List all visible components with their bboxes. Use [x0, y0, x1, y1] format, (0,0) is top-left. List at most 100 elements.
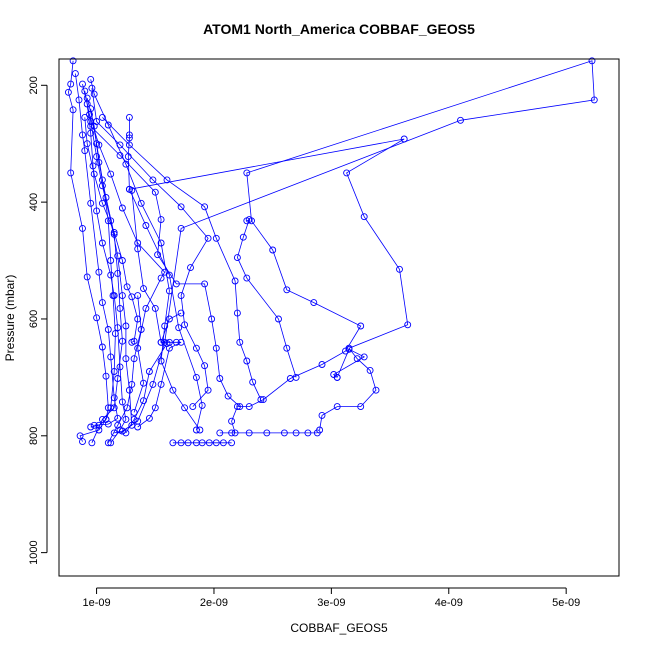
- data-point: [151, 188, 159, 196]
- data-point: [110, 429, 118, 437]
- x-axis-label: COBBAF_GEOS5: [290, 621, 388, 635]
- data-point: [83, 94, 91, 102]
- data-point: [114, 421, 122, 429]
- x-axis: 1e-09 2e-09 3e-09 4e-09 5e-09: [82, 587, 580, 609]
- data-point: [154, 251, 162, 259]
- data-point: [372, 386, 380, 394]
- data-point: [102, 372, 110, 380]
- data-point: [187, 264, 194, 272]
- data-point: [83, 140, 91, 148]
- data-point: [224, 392, 232, 400]
- data-point: [98, 343, 106, 351]
- data-point: [245, 429, 253, 437]
- data-point: [231, 277, 239, 285]
- series-profile: [233, 216, 300, 381]
- series-line: [67, 60, 109, 442]
- data-point: [360, 353, 368, 361]
- data-point: [236, 338, 244, 346]
- data-point: [87, 118, 95, 125]
- y-tick-label: 400: [28, 193, 40, 211]
- data-point: [343, 169, 351, 177]
- data-point: [181, 321, 189, 329]
- data-point: [304, 429, 312, 437]
- data-point: [122, 355, 130, 363]
- data-point: [87, 129, 95, 137]
- data-point: [107, 439, 115, 447]
- data-point: [404, 321, 412, 329]
- data-point: [283, 344, 291, 352]
- data-point: [360, 213, 368, 221]
- data-point: [104, 121, 112, 129]
- data-point: [165, 315, 173, 323]
- data-point: [93, 140, 101, 148]
- data-point: [124, 153, 132, 161]
- data-point: [396, 265, 403, 273]
- series-line: [84, 117, 139, 343]
- data-point: [249, 378, 257, 386]
- data-point: [145, 414, 153, 422]
- data-point: [118, 427, 126, 435]
- data-point: [196, 426, 204, 434]
- data-point: [257, 396, 265, 404]
- data-point: [163, 340, 171, 347]
- data-point: [233, 309, 241, 317]
- data-point: [216, 429, 224, 437]
- y-tick-label: 800: [28, 427, 40, 445]
- data-point: [263, 429, 271, 437]
- data-point: [107, 170, 115, 178]
- data-point: [93, 153, 101, 161]
- series-line: [107, 295, 142, 443]
- data-point: [157, 239, 165, 247]
- data-point: [134, 315, 142, 323]
- plot-frame: [58, 58, 620, 577]
- data-point: [357, 403, 365, 411]
- series-line: [122, 60, 595, 434]
- data-point: [116, 141, 124, 149]
- data-point: [198, 439, 206, 447]
- series-profile: [330, 345, 368, 381]
- data-point: [81, 87, 89, 95]
- data-point: [212, 234, 220, 242]
- series-line: [102, 117, 262, 400]
- data-point: [231, 429, 239, 437]
- data-point: [177, 203, 185, 211]
- data-point: [123, 404, 131, 412]
- data-point: [114, 375, 122, 382]
- data-point: [137, 326, 145, 333]
- data-point: [233, 254, 241, 262]
- data-point: [318, 361, 326, 368]
- data-point: [130, 355, 138, 363]
- data-point: [87, 199, 95, 207]
- data-point: [79, 224, 86, 232]
- data-point: [69, 57, 77, 65]
- x-tick-label: 1e-09: [82, 597, 110, 609]
- data-point: [177, 292, 185, 300]
- y-axis-label: Pressure (mbar): [3, 275, 17, 362]
- data-point: [71, 70, 79, 78]
- data-point: [93, 207, 101, 215]
- data-point: [175, 324, 183, 332]
- data-point: [245, 403, 253, 411]
- data-point: [149, 176, 157, 184]
- data-point: [79, 131, 86, 139]
- data-point: [333, 373, 341, 381]
- y-tick-label: 600: [28, 310, 40, 328]
- y-axis: 200 400 600 800 1000: [28, 76, 48, 565]
- series-line: [137, 312, 182, 428]
- data-point: [216, 375, 224, 382]
- data-point: [189, 403, 197, 411]
- data-point: [149, 380, 157, 388]
- series-line: [75, 73, 119, 426]
- series-profile: [83, 94, 126, 447]
- data-point: [259, 396, 267, 404]
- data-point: [116, 363, 124, 371]
- x-tick-label: 4e-09: [435, 597, 463, 609]
- data-point: [95, 268, 103, 276]
- x-tick-label: 5e-09: [552, 597, 580, 609]
- series-profile: [104, 292, 145, 447]
- data-point: [177, 309, 185, 317]
- data-point: [98, 113, 106, 121]
- data-point: [239, 233, 247, 241]
- series-line: [128, 138, 409, 431]
